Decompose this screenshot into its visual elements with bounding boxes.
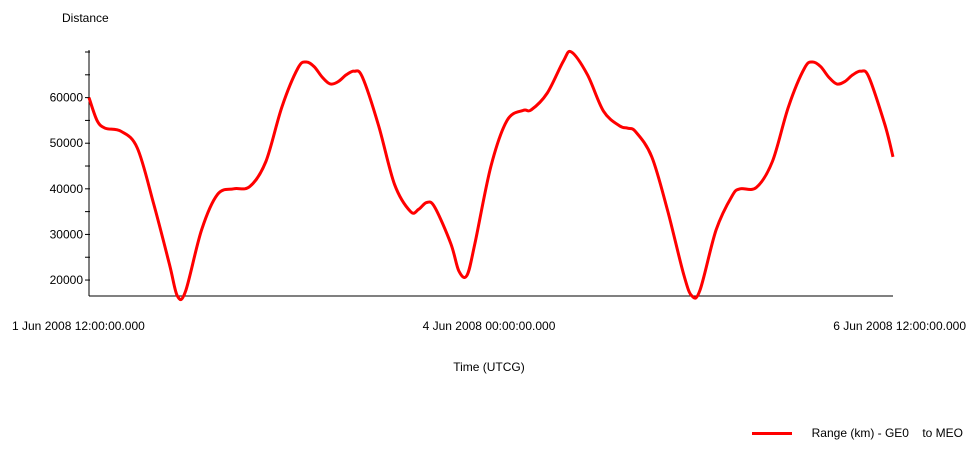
y-axis: 20000 30000 40000 50000 60000 bbox=[50, 50, 90, 296]
plot-area bbox=[87, 49, 895, 302]
legend-series-label: Range (km) - GE0 to MEO bbox=[811, 426, 963, 440]
y-tick-label: 30000 bbox=[50, 227, 84, 241]
y-tick-label: 40000 bbox=[50, 182, 84, 196]
x-tick-label-mid: 4 Jun 2008 00:00:00.000 bbox=[423, 319, 556, 333]
y-axis-title: Distance bbox=[62, 11, 109, 25]
y-tick-label: 50000 bbox=[50, 136, 84, 150]
y-tick-label: 20000 bbox=[50, 273, 84, 287]
x-axis-title: Time (UTCG) bbox=[453, 360, 525, 374]
y-tick-label: 60000 bbox=[50, 91, 84, 105]
legend: Range (km) - GE0 to MEO bbox=[751, 424, 963, 442]
legend-line-swatch bbox=[751, 431, 792, 435]
x-tick-label-end: 6 Jun 2008 12:00:00.000 bbox=[833, 319, 966, 333]
x-tick-label-start: 1 Jun 2008 12:00:00.000 bbox=[12, 319, 145, 333]
series-line-0 bbox=[87, 49, 895, 302]
